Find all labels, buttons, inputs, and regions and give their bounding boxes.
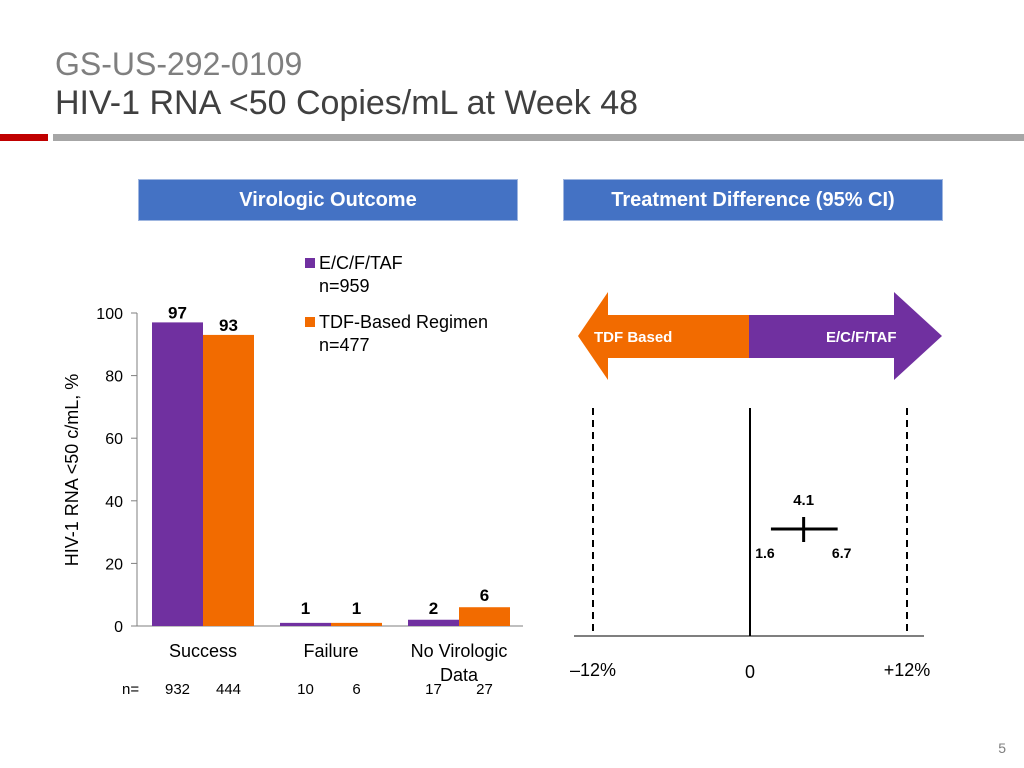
n-label: n=	[122, 681, 139, 698]
ci-upper-label: 6.7	[832, 545, 852, 561]
bar	[331, 622, 382, 626]
virologic-outcome-bar-chart: 0 20 40 60 80 100 97 93 1 1 2 6 Success Failure No V…	[62, 253, 523, 698]
y-tick-label: 40	[105, 494, 123, 511]
legend-label-tdf: TDF-Based Regimen	[319, 312, 488, 332]
ci-lower-label: 1.6	[755, 545, 775, 561]
page-title: HIV-1 RNA <50 Copies/mL at Week 48	[55, 84, 639, 122]
bar	[459, 607, 510, 626]
y-axis-label: HIV-1 RNA <50 c/mL, %	[62, 374, 82, 567]
n-value: 6	[352, 681, 360, 698]
category-label: Data	[440, 665, 479, 685]
n-value: 17	[425, 681, 442, 698]
n-values: 932 444 10 6 17 27 n=	[122, 681, 493, 698]
point-estimate-label: 4.1	[793, 492, 814, 509]
category-label: No Virologic	[411, 641, 508, 661]
y-ticks: 0 20 40 60 80 100	[96, 306, 137, 636]
legend-n-e-c-f-taf: n=959	[319, 276, 370, 296]
y-tick-label: 100	[96, 306, 123, 323]
slide-number: 5	[998, 740, 1006, 756]
legend-swatch-e-c-f-taf	[305, 258, 315, 268]
legend-label-e-c-f-taf: E/C/F/TAF	[319, 253, 403, 273]
n-value: 27	[476, 681, 493, 698]
study-id: GS-US-292-0109	[55, 46, 303, 82]
bar	[408, 619, 459, 626]
bars	[152, 322, 510, 626]
legend: E/C/F/TAF n=959 TDF-Based Regimen n=477	[305, 253, 488, 355]
treatment-difference-forest-plot: TDF Based E/C/F/TAF 4.1 1.6 6.7 –12% 0 +…	[570, 292, 942, 682]
category-label: Failure	[303, 641, 358, 661]
bar-value-label: 6	[480, 586, 489, 605]
bar	[152, 322, 203, 626]
arrow-left-label: TDF Based	[594, 329, 672, 346]
legend-swatch-tdf	[305, 317, 315, 327]
x-tick-label-plus-12: +12%	[884, 660, 931, 680]
arrow-left-tdf	[578, 292, 749, 380]
x-tick-label-zero: 0	[745, 662, 755, 682]
n-value: 444	[216, 681, 241, 698]
bar	[280, 622, 331, 626]
n-value: 932	[165, 681, 190, 698]
bar-value-label: 1	[301, 599, 310, 618]
x-tick-label-minus-12: –12%	[570, 660, 616, 680]
treatment-difference-header: Treatment Difference (95% CI)	[563, 179, 943, 221]
title-rule-accent	[0, 134, 48, 141]
bar-value-label: 2	[429, 599, 438, 618]
y-tick-label: 20	[105, 556, 123, 573]
y-tick-label: 60	[105, 431, 123, 448]
category-label: Success	[169, 641, 237, 661]
title-rule	[53, 134, 1024, 141]
virologic-outcome-header: Virologic Outcome	[138, 179, 518, 221]
bar-value-label: 1	[352, 599, 361, 618]
category-labels: Success Failure No Virologic Data	[169, 641, 507, 685]
bar	[203, 334, 254, 626]
y-tick-label: 0	[114, 619, 123, 636]
y-tick-label: 80	[105, 369, 123, 386]
bar-value-label: 93	[219, 316, 238, 335]
bar-value-labels: 97 93 1 1 2 6	[168, 303, 489, 618]
n-value: 10	[297, 681, 314, 698]
arrow-right-label: E/C/F/TAF	[826, 329, 897, 346]
legend-n-tdf: n=477	[319, 335, 370, 355]
bar-value-label: 97	[168, 303, 187, 322]
arrow-right-e-c-f-taf	[749, 292, 942, 380]
